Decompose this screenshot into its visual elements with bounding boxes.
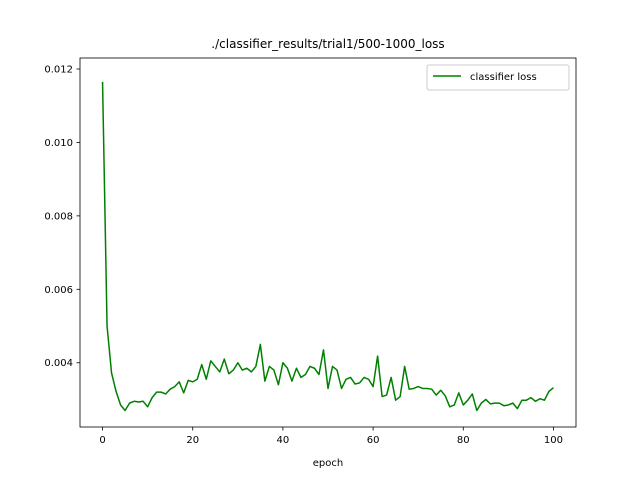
legend: classifier loss: [426, 64, 570, 91]
y-tick-label-1: 0.006: [44, 285, 73, 296]
x-tick-label-60: 60: [367, 435, 380, 446]
legend-box: [426, 64, 570, 91]
plot-area: [101, 81, 554, 412]
x-axis-label: epoch: [313, 458, 343, 469]
y-tick-label-3: 0.010: [44, 138, 73, 149]
x-tick-label-20: 20: [186, 435, 199, 446]
axes: 0 20 40 60 80 100 0.004 0.006 0.008 0.010 0.012: [44, 57, 577, 446]
y-tick-label-0: 0.004: [44, 358, 73, 369]
chart-title: ./classifier_results/trial1/500-1000_los…: [211, 37, 444, 51]
series-line-classifier-loss: [101, 81, 554, 412]
x-tick-label-0: 0: [99, 435, 105, 446]
y-tick-label-2: 0.008: [44, 211, 73, 222]
x-tick-label-80: 80: [457, 435, 470, 446]
x-tick-label-100: 100: [544, 435, 563, 446]
y-tick-label-4: 0.012: [44, 65, 73, 76]
axes-frame: [79, 57, 577, 428]
x-tick-label-40: 40: [277, 435, 290, 446]
legend-label: classifier loss: [470, 72, 537, 83]
